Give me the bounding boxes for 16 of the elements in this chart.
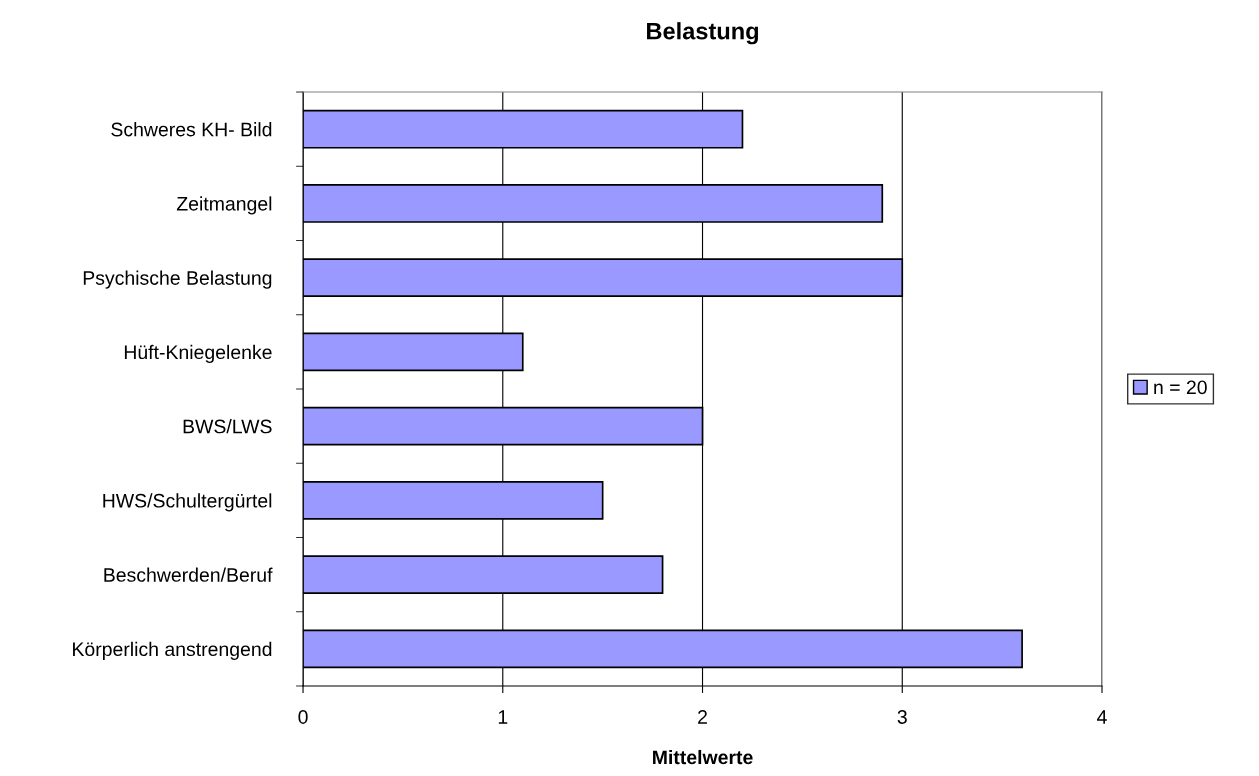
x-axis-title: Mittelwerte — [653, 749, 753, 765]
x-tick-label: 2 — [698, 710, 707, 724]
legend-label: n = 20 — [1154, 380, 1207, 395]
y-tick-label: Körperlich anstrengend — [73, 641, 272, 660]
x-tick-label: 1 — [498, 710, 508, 724]
chart-title: Belastung — [647, 22, 759, 45]
x-tick-label: 0 — [298, 710, 308, 724]
y-tick-label: BWS/LWS — [183, 419, 272, 434]
y-tick-label: Schweres KH- Bild — [111, 122, 272, 137]
y-tick-label: Psychische Belastung — [83, 270, 272, 289]
x-tick-label: 3 — [897, 710, 907, 724]
y-tick-label: HWS/Schultergürtel — [103, 493, 272, 512]
x-tick-label: 4 — [1097, 710, 1107, 724]
y-tick-label: Beschwerden/Beruf — [104, 567, 273, 582]
y-tick-label: Hüft-Kniegelenke — [124, 344, 272, 363]
y-tick-label: Zeitmangel — [176, 196, 272, 215]
